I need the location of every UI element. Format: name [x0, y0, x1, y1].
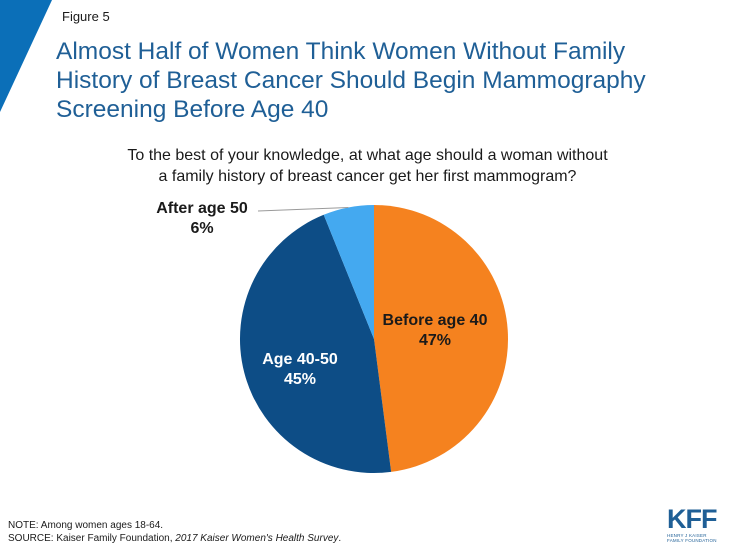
title-line: History of Breast Cancer Should Begin Ma… [56, 67, 646, 94]
logo-subtitle-line: FAMILY FOUNDATION [667, 538, 717, 543]
slice-after-50 [323, 205, 374, 339]
source-suffix: . [338, 532, 342, 544]
corner-accent [0, 0, 52, 112]
figure-label: Figure 5 [62, 9, 110, 24]
corner-accent-shape [0, 0, 52, 112]
slice-label: After age 50 6% [156, 200, 248, 237]
slice-label-name: Before age 40 [383, 312, 488, 329]
survey-question: To the best of your knowledge, at what a… [60, 145, 675, 187]
question-line: To the best of your knowledge, at what a… [127, 147, 608, 164]
slice-before-40 [374, 205, 509, 472]
slice-label-value: 47% [419, 332, 451, 349]
source-text: SOURCE: Kaiser Family Foundation, 2017 K… [8, 533, 341, 546]
kff-logo: KFF HENRY J KAISER FAMILY FOUNDATION [667, 504, 727, 544]
question-line: a family history of breast cancer get he… [158, 168, 577, 185]
source-prefix: SOURCE: Kaiser Family Foundation, [8, 532, 176, 544]
footnote: NOTE: Among women ages 18-64. SOURCE: Ka… [8, 520, 341, 545]
source-title: 2017 Kaiser Women's Health Survey [175, 532, 339, 544]
slice-label-value: 6% [190, 220, 213, 237]
logo-mark: KFF [667, 504, 717, 534]
page-title: Almost Half of Women Think Women Without… [56, 37, 716, 124]
title-line: Almost Half of Women Think Women Without… [56, 38, 626, 65]
slice-label-name: After age 50 [156, 200, 248, 217]
logo-subtitle-line: HENRY J KAISER [667, 533, 707, 538]
slice-label-name: Age 40-50 [262, 351, 338, 368]
leader-line [257, 206, 349, 212]
title-line: Screening Before Age 40 [56, 96, 329, 123]
slice-label: Age 40-50 45% [262, 351, 338, 388]
note-text: NOTE: Among women ages 18-64. [8, 520, 164, 531]
slice-label: Before age 40 47% [383, 312, 488, 349]
slice-40-50 [239, 214, 392, 474]
slice-label-value: 45% [284, 371, 316, 388]
